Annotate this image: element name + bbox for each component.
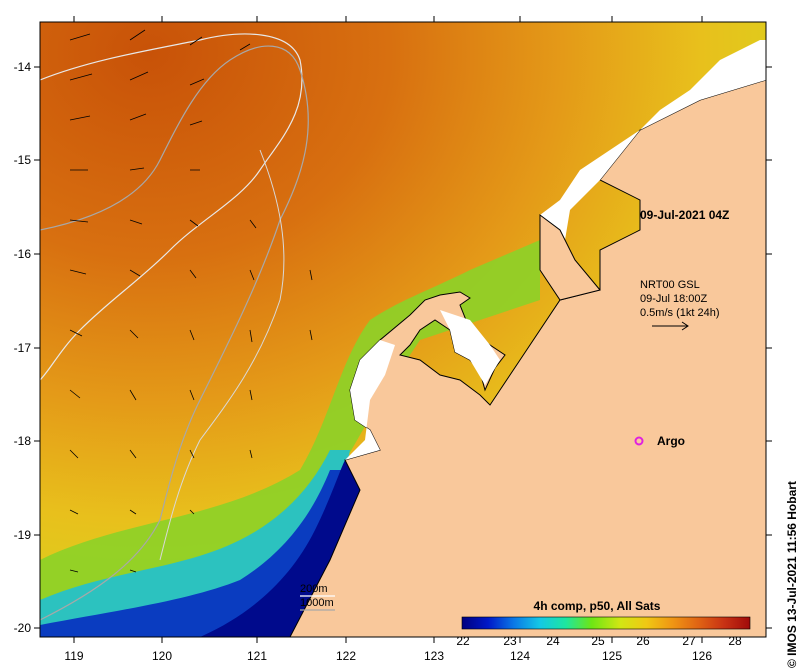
lon-tick-label: 121: [247, 649, 267, 663]
colorbar-tick: 26: [636, 634, 650, 648]
isobath-1000m: [40, 45, 309, 621]
colorbar-title: 4h comp, p50, All Sats: [534, 599, 661, 613]
cloud-mask-bay: [440, 310, 500, 385]
coastal-cool-band: [40, 240, 540, 637]
map-frame: [39, 21, 767, 638]
lon-tick-label: 126: [692, 649, 712, 663]
imos-credit: © IMOS 13-Jul-2021 11:56 Hobart: [785, 481, 799, 668]
axis-ticks: [34, 16, 772, 643]
speed-scale-arrowhead: [681, 321, 689, 331]
isobath-legend-200m: 200m: [300, 583, 328, 595]
lon-tick-label: 124: [510, 649, 530, 663]
current-info-line2: 09-Jul 18:00Z: [640, 293, 708, 305]
colorbar-tick: 27: [682, 634, 696, 648]
lat-tick-label: -19: [14, 528, 32, 542]
lon-tick-label: 123: [424, 649, 444, 663]
colorbar-tick: 25: [591, 634, 605, 648]
land-kimberley: [539, 214, 601, 301]
coastal-deep-blue: [200, 460, 370, 637]
image-timestamp: 09-Jul-2021 04Z: [640, 208, 729, 222]
lon-tick-label: 122: [336, 649, 356, 663]
isobath-contour-2: [159, 149, 285, 561]
current-vectors: [69, 29, 313, 573]
isobath-200m: [40, 33, 303, 381]
isobath-legend-1000m: 1000m: [300, 597, 334, 609]
lon-tick-label: 119: [64, 649, 83, 663]
lat-tick-label: -18: [14, 434, 32, 448]
colorbar: [461, 616, 751, 630]
lat-tick-label: -14: [14, 60, 32, 74]
current-info-line1: NRT00 GSL: [640, 279, 700, 291]
colorbar-tick: 22: [456, 634, 470, 648]
argo-label: Argo: [657, 434, 685, 448]
lat-tick-label: -15: [14, 153, 32, 167]
colorbar-tick: 24: [546, 634, 560, 648]
argo-float-marker: [634, 436, 644, 446]
current-info-line3: 0.5m/s (1kt 24h): [640, 307, 719, 319]
colorbar-tick: 28: [728, 634, 742, 648]
lat-tick-label: -20: [14, 621, 32, 635]
colorbar-tick: 23: [503, 634, 517, 648]
lon-tick-label: 125: [602, 649, 622, 663]
cloud-mask-coast: [345, 340, 395, 460]
lat-tick-label: -17: [14, 341, 32, 355]
lat-tick-label: -16: [14, 247, 32, 261]
lon-tick-label: 120: [152, 649, 172, 663]
